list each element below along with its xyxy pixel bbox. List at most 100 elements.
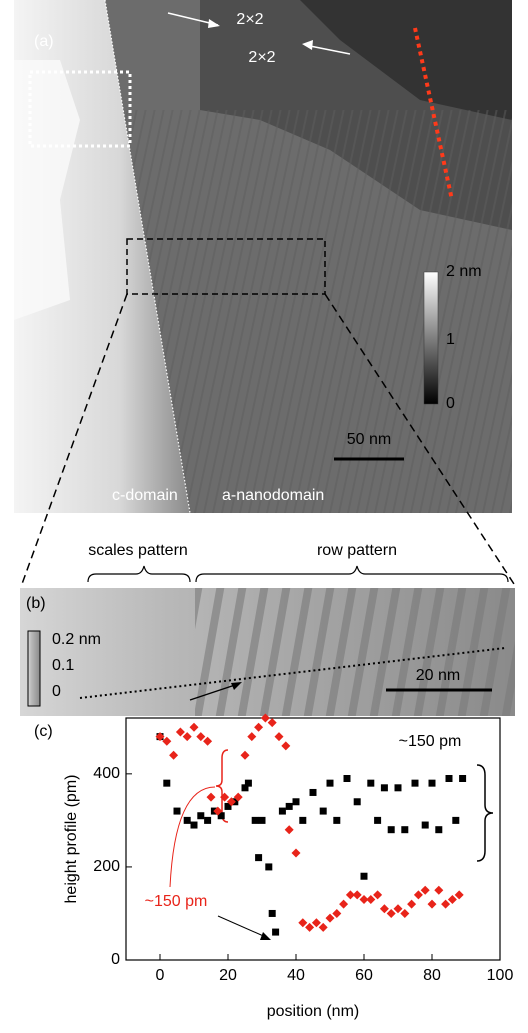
data-point xyxy=(400,908,410,918)
panel-label: (c) xyxy=(34,723,53,740)
colorbar-label: 2 nm xyxy=(446,263,482,280)
data-point xyxy=(285,802,293,810)
annotation: 2×2 xyxy=(236,11,263,28)
y-tick-label: 200 xyxy=(93,858,120,875)
data-point xyxy=(162,736,172,746)
data-point xyxy=(224,802,232,810)
data-point xyxy=(434,885,444,895)
data-point xyxy=(240,750,250,760)
x-tick-label: 40 xyxy=(287,967,305,984)
plot-frame xyxy=(125,717,501,961)
data-point xyxy=(360,872,368,880)
data-point xyxy=(325,913,335,923)
colorbar-label: 0.1 xyxy=(52,657,74,674)
data-point xyxy=(203,736,213,746)
x-tick-label: 20 xyxy=(219,967,237,984)
annotation: ~150 pm xyxy=(145,893,208,910)
data-point xyxy=(441,899,451,909)
data-point xyxy=(309,788,317,796)
data-point xyxy=(367,779,375,787)
data-point xyxy=(380,784,388,792)
data-point xyxy=(374,816,382,824)
colorbar-label: 0 xyxy=(446,395,455,412)
colorbar-label: 0.2 nm xyxy=(52,631,101,648)
data-point xyxy=(272,928,280,936)
data-point xyxy=(333,816,341,824)
data-point xyxy=(326,779,334,787)
stm-image-a xyxy=(14,0,512,514)
data-point xyxy=(197,812,205,820)
data-point xyxy=(352,890,362,900)
data-point xyxy=(175,727,185,737)
data-point xyxy=(255,854,263,862)
region-label: a-nanodomain xyxy=(222,487,324,504)
region-label: c-domain xyxy=(112,487,178,504)
data-point xyxy=(447,895,457,904)
data-point xyxy=(299,816,307,824)
data-point xyxy=(267,718,277,728)
annotation: 2×2 xyxy=(248,49,275,66)
data-point xyxy=(373,890,383,900)
data-point xyxy=(387,826,395,834)
data-point xyxy=(452,816,460,824)
data-point xyxy=(204,816,212,824)
data-point xyxy=(241,784,249,792)
data-point xyxy=(268,909,276,917)
panel-label: (a) xyxy=(34,33,54,50)
data-point xyxy=(319,807,327,815)
data-point xyxy=(244,779,252,787)
data-point xyxy=(182,732,192,742)
data-point xyxy=(291,848,301,858)
data-point xyxy=(428,779,436,787)
data-point xyxy=(411,779,419,787)
data-point xyxy=(196,732,206,742)
panel-label: (b) xyxy=(26,595,46,612)
data-point xyxy=(274,732,284,742)
colorbar-label: 0 xyxy=(52,683,61,700)
data-point xyxy=(298,918,308,928)
data-point xyxy=(173,807,181,815)
scale-bar-label: 20 nm xyxy=(416,667,460,684)
data-point xyxy=(292,798,300,806)
y-axis-title: height profile (pm) xyxy=(63,775,80,904)
data-point xyxy=(220,792,230,802)
x-tick-label: 60 xyxy=(355,967,373,984)
data-point xyxy=(247,732,257,742)
x-tick-label: 80 xyxy=(423,967,441,984)
colorbar-label: 1 xyxy=(446,331,455,348)
stm-image-b xyxy=(20,588,515,716)
x-axis-title: position (nm) xyxy=(267,1003,359,1020)
scale-bar-label: 50 nm xyxy=(347,431,391,448)
data-point xyxy=(190,821,198,829)
data-point xyxy=(258,816,266,824)
data-point xyxy=(251,816,259,824)
data-point xyxy=(183,816,191,824)
data-point xyxy=(394,784,402,792)
y-tick-label: 0 xyxy=(111,951,120,968)
data-point xyxy=(339,899,349,909)
data-point xyxy=(343,775,351,782)
data-point xyxy=(379,904,389,914)
data-point xyxy=(206,792,216,802)
data-point xyxy=(420,885,430,895)
data-point xyxy=(155,732,165,742)
data-point xyxy=(353,798,361,806)
pattern-label: scales pattern xyxy=(88,542,188,559)
data-point xyxy=(445,775,453,782)
data-point xyxy=(311,918,321,928)
data-point xyxy=(213,806,223,816)
annotation: ~150 pm xyxy=(399,733,462,750)
data-point xyxy=(305,922,315,932)
data-point xyxy=(413,890,423,900)
data-point xyxy=(265,863,273,871)
data-point xyxy=(217,812,225,820)
data-point xyxy=(401,826,409,834)
data-point xyxy=(169,750,179,760)
data-point xyxy=(284,825,294,835)
y-tick-label: 400 xyxy=(93,765,120,782)
data-point xyxy=(454,890,464,900)
x-tick-label: 0 xyxy=(156,967,165,984)
data-point xyxy=(318,922,328,932)
data-point xyxy=(427,899,437,909)
